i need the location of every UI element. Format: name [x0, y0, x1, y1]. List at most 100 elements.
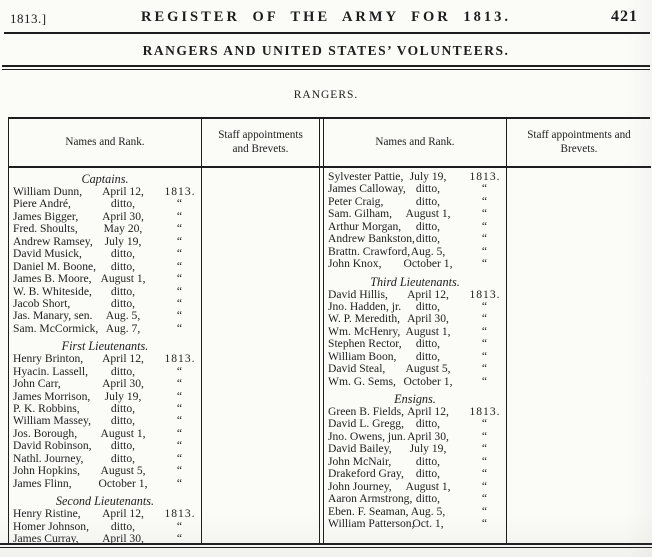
- commission-date: Aug. 5,: [105, 309, 141, 323]
- commission-year: “: [176, 296, 184, 310]
- officer-row: Nathl. Journey, ditto, “: [9, 451, 201, 465]
- officer-name: Andrew Bankston,: [328, 232, 415, 246]
- commission-year: “: [176, 377, 184, 391]
- officer-row: Arthur Morgan, ditto, “: [324, 219, 506, 233]
- officer-row: Henry Brinton, April 12, 1813.: [9, 352, 201, 366]
- commission-date: Aug. 5,: [410, 244, 446, 258]
- commission-year: “: [176, 309, 184, 323]
- officer-name: John McNair,: [328, 454, 392, 468]
- commission-date: ditto,: [415, 492, 441, 506]
- officer-name: James Flinn,: [13, 476, 72, 490]
- officer-name: Hyacin. Lassell,: [13, 364, 89, 378]
- commission-date: ditto,: [415, 219, 441, 233]
- officer-row: Hyacin. Lassell, ditto, “: [9, 364, 201, 378]
- officer-row: John Hopkins, August 5, “: [9, 464, 201, 478]
- commission-date: April 12,: [407, 405, 449, 418]
- edition-label: 1813.]: [10, 11, 47, 26]
- commission-date: ditto,: [415, 299, 441, 313]
- officer-row: Sam. McCormick, Aug. 7, “: [9, 322, 201, 335]
- officer-row: William Boon, ditto, “: [324, 349, 506, 363]
- officer-row: Fred. Shoults, May 20, “: [9, 222, 201, 235]
- commission-date: April 12,: [102, 185, 144, 198]
- officer-name: Jno. Owens, jun.: [328, 429, 406, 443]
- commission-year: “: [481, 182, 489, 196]
- commission-date: ditto,: [110, 364, 136, 378]
- officer-name: Green B. Fields,: [328, 405, 404, 418]
- officer-name: James B. Moore,: [13, 272, 92, 286]
- commission-year: 1813.: [164, 352, 196, 366]
- officer-row: Jacob Short, ditto, “: [9, 296, 201, 310]
- officer-name: Peter Craig,: [328, 194, 384, 208]
- officer-row: David Musick, ditto, “: [9, 247, 201, 261]
- officer-name: Arthur Morgan,: [328, 219, 402, 233]
- officer-row: P. K. Robbins, ditto, “: [9, 402, 201, 415]
- commission-date: July 19,: [104, 234, 142, 248]
- officer-row: Aaron Armstrong, ditto, “: [324, 492, 506, 506]
- officer-row: Eben. F. Seaman, Aug. 5, “: [324, 504, 506, 518]
- commission-date: Oct. 1,: [412, 516, 444, 530]
- officer-row: Jno. Hadden, jr. ditto, “: [324, 299, 506, 313]
- officer-row: John McNair, ditto, “: [324, 454, 506, 468]
- officer-name: Henry Brinton,: [13, 352, 84, 366]
- document-subtitle: RANGERS AND UNITED STATES’ VOLUNTEERS.: [142, 43, 510, 58]
- commission-year: “: [481, 324, 489, 338]
- officer-row: David Hillis, April 12, 1813.: [324, 288, 506, 301]
- commission-date: ditto,: [415, 349, 441, 363]
- officer-row: William Massey, ditto, “: [9, 414, 201, 428]
- officer-name: James Bigger,: [13, 209, 79, 223]
- officer-row: John Knox, October 1, “: [324, 257, 506, 270]
- rank-section-heading: Ensigns.: [394, 392, 436, 406]
- officer-row: Drakeford Gray, ditto, “: [324, 467, 506, 480]
- officer-name: David Bailey,: [328, 442, 392, 456]
- names-column-left: Captains. William Dunn, April 12, 1813. Pier…: [9, 168, 202, 543]
- officer-name: Jos. Borough,: [13, 426, 78, 440]
- commission-date: April 12,: [102, 352, 144, 366]
- officer-row: Sylvester Pattie, July 19, 1813.: [324, 170, 506, 183]
- commission-year: “: [481, 219, 489, 233]
- officer-name: Brattn. Crawford,: [328, 244, 411, 258]
- commission-date: Aug. 5,: [410, 504, 446, 518]
- officer-row: James Calloway, ditto, “: [324, 182, 506, 196]
- commission-year: “: [176, 197, 184, 211]
- staff-column-left: [202, 168, 320, 543]
- commission-year: “: [176, 476, 184, 490]
- officer-row: Peter Craig, ditto, “: [324, 194, 506, 208]
- commission-year: “: [481, 492, 489, 506]
- officer-row: James Curray, April 30, “: [9, 531, 201, 543]
- commission-date: August 1,: [405, 207, 451, 221]
- officer-name: Wm. McHenry,: [328, 324, 401, 338]
- commission-year: “: [176, 284, 184, 298]
- officer-name: Sam. Gilham,: [328, 207, 393, 221]
- page-title: REGISTER OF THE ARMY FOR 1813.: [140, 9, 512, 25]
- commission-date: ditto,: [110, 197, 136, 211]
- officer-row: James Flinn, October 1, “: [9, 476, 201, 490]
- officer-name: Jno. Hadden, jr.: [328, 299, 402, 313]
- officer-row: Sam. Gilham, August 1, “: [324, 207, 506, 221]
- officer-name: William Dunn,: [13, 185, 83, 198]
- commission-year: “: [176, 389, 184, 403]
- commission-year: “: [481, 194, 489, 208]
- commission-date: April 12,: [102, 507, 144, 521]
- commission-date: April 30,: [102, 209, 144, 223]
- officer-name: W. P. Meredith,: [328, 312, 401, 326]
- officer-name: William Patterson,: [328, 516, 415, 530]
- officer-row: James B. Moore, August 1, “: [9, 272, 201, 286]
- officer-name: Eben. F. Seaman,: [328, 504, 409, 518]
- commission-year: 1813.: [469, 405, 501, 418]
- officer-row: James Morrison, July 19, “: [9, 389, 201, 403]
- officer-row: David L. Gregg, ditto, “: [324, 417, 506, 430]
- commission-year: “: [176, 234, 184, 248]
- officer-name: James Curray,: [13, 531, 79, 543]
- commission-year: “: [176, 247, 184, 261]
- commission-date: August 1,: [405, 479, 451, 493]
- officer-row: John Journey, August 1, “: [324, 479, 506, 493]
- officer-row: Jos. Borough, August 1, “: [9, 426, 201, 440]
- officer-name: Nathl. Journey,: [13, 451, 84, 465]
- masthead-rule: [4, 32, 650, 34]
- officer-row: Wm. G. Sems, October 1, “: [324, 374, 506, 388]
- commission-year: “: [176, 414, 184, 428]
- officer-row: Piere André, ditto, “: [9, 197, 201, 211]
- officer-name: Jacob Short,: [13, 296, 71, 310]
- commission-date: October 1,: [403, 374, 453, 388]
- officer-name: John Hopkins,: [13, 464, 80, 478]
